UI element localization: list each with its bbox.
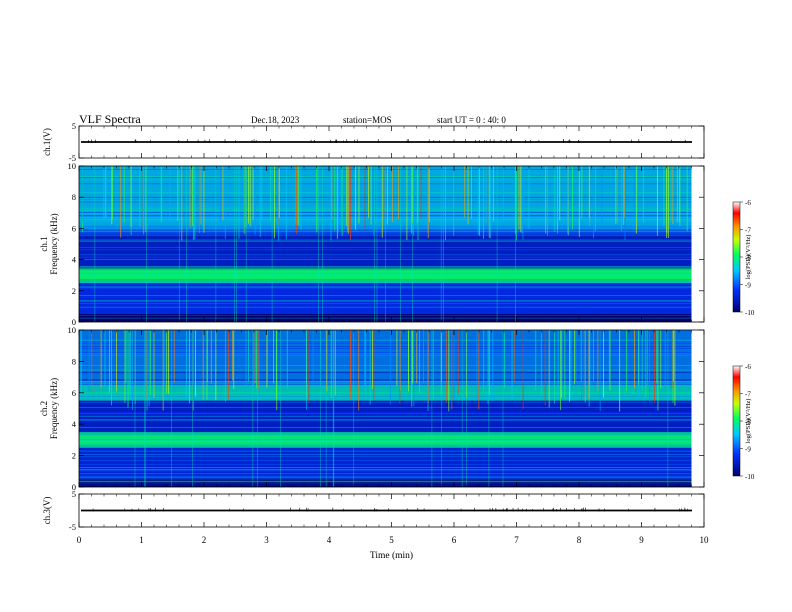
y-axis-label-channel: ch.1	[39, 236, 49, 251]
x-tick-label: 6	[452, 535, 457, 545]
colorbar-tick-label: -6	[745, 363, 751, 371]
y-tick-label: 5	[72, 489, 76, 499]
waveform-ch3-panel: ch.3(V) 5 -50 1 2 3 4 5 6 7 8 9 10	[42, 489, 709, 545]
y-tick-label: 0	[72, 317, 76, 327]
y-tick-label: 8	[72, 192, 76, 202]
waveform-ch1-panel: ch.1(V) 5 -5	[42, 121, 705, 163]
chart-title: VLF Spectra	[79, 112, 141, 126]
y-tick-label: 4	[72, 419, 77, 429]
x-tick-label: 4	[327, 535, 332, 545]
y-tick-label: -5	[69, 153, 76, 163]
x-tick-label: 1	[139, 535, 144, 545]
x-tick-label: 9	[639, 535, 644, 545]
colorbar-label: log(PSD)(V²/Hz)	[745, 399, 752, 444]
spectrogram-band	[79, 447, 692, 480]
colorbar-tick-label: -8	[745, 254, 751, 262]
y-tick-label: 4	[72, 255, 77, 265]
x-tick-label: 0	[77, 535, 82, 545]
y-tick-label: 6	[72, 223, 76, 233]
waveform-spikes	[88, 139, 686, 143]
colorbar-tick-label: -10	[745, 473, 755, 481]
x-tick-label: 5	[389, 535, 394, 545]
x-axis-label: Time (min)	[370, 550, 413, 561]
spectrogram-ch2-panel: -6 -7 -8 -9 -10 log(PSD)(V²/Hz) ch.2 Frequency …	[39, 325, 755, 492]
spectrogram-emission-band	[79, 435, 692, 445]
chart-start-time: start UT = 0 : 40: 0	[437, 115, 506, 125]
y-tick-label: 10	[68, 325, 77, 335]
spectrogram-ch1-panel: -6 -7 -8 -9 -10 log(PSD)(V²/Hz) ch.1 Frequency …	[39, 161, 755, 327]
colorbar-tick-label: -6	[745, 199, 751, 207]
colorbar-tick-label: -8	[745, 418, 751, 426]
y-axis-label: ch.1(V)	[42, 128, 52, 156]
y-tick-label: 0	[72, 482, 76, 492]
y-tick-label: 8	[72, 356, 76, 366]
spectrogram-bursts	[81, 166, 688, 322]
colorbar	[732, 201, 741, 313]
y-tick-label: -5	[69, 522, 76, 532]
colorbar-tick-label: -9	[745, 282, 751, 290]
colorbar-tick-label: -9	[745, 446, 751, 454]
x-tick-label: 8	[577, 535, 582, 545]
colorbar-tick-label: -10	[745, 309, 755, 317]
y-axis-label-channel: ch.2	[39, 401, 49, 416]
spectrogram-band	[79, 330, 692, 385]
spectrogram-bursts	[80, 330, 676, 487]
chart-date: Dec.18, 2023	[251, 115, 300, 125]
colorbar	[732, 365, 741, 477]
y-tick-label: 2	[72, 286, 76, 296]
x-tick-label: 2	[202, 535, 207, 545]
y-tick-label: 6	[72, 388, 76, 398]
colorbar-tick-label: -7	[745, 391, 751, 399]
y-axis-label: ch.3(V)	[42, 497, 52, 525]
y-axis-label: Frequency (kHz)	[49, 378, 59, 439]
x-tick-label: 10	[700, 535, 710, 545]
colorbar-tick-label: -7	[745, 227, 751, 235]
chart-station: station=MOS	[343, 115, 392, 125]
y-axis-label: Frequency (kHz)	[49, 213, 59, 274]
x-tick-label: 3	[264, 535, 269, 545]
y-tick-label: 5	[72, 121, 76, 131]
y-tick-label: 10	[68, 161, 77, 171]
y-tick-label: 2	[72, 451, 76, 461]
x-tick-label: 7	[514, 535, 519, 545]
waveform-spikes	[92, 507, 688, 512]
colorbar-label: log(PSD)(V²/Hz)	[745, 235, 752, 280]
